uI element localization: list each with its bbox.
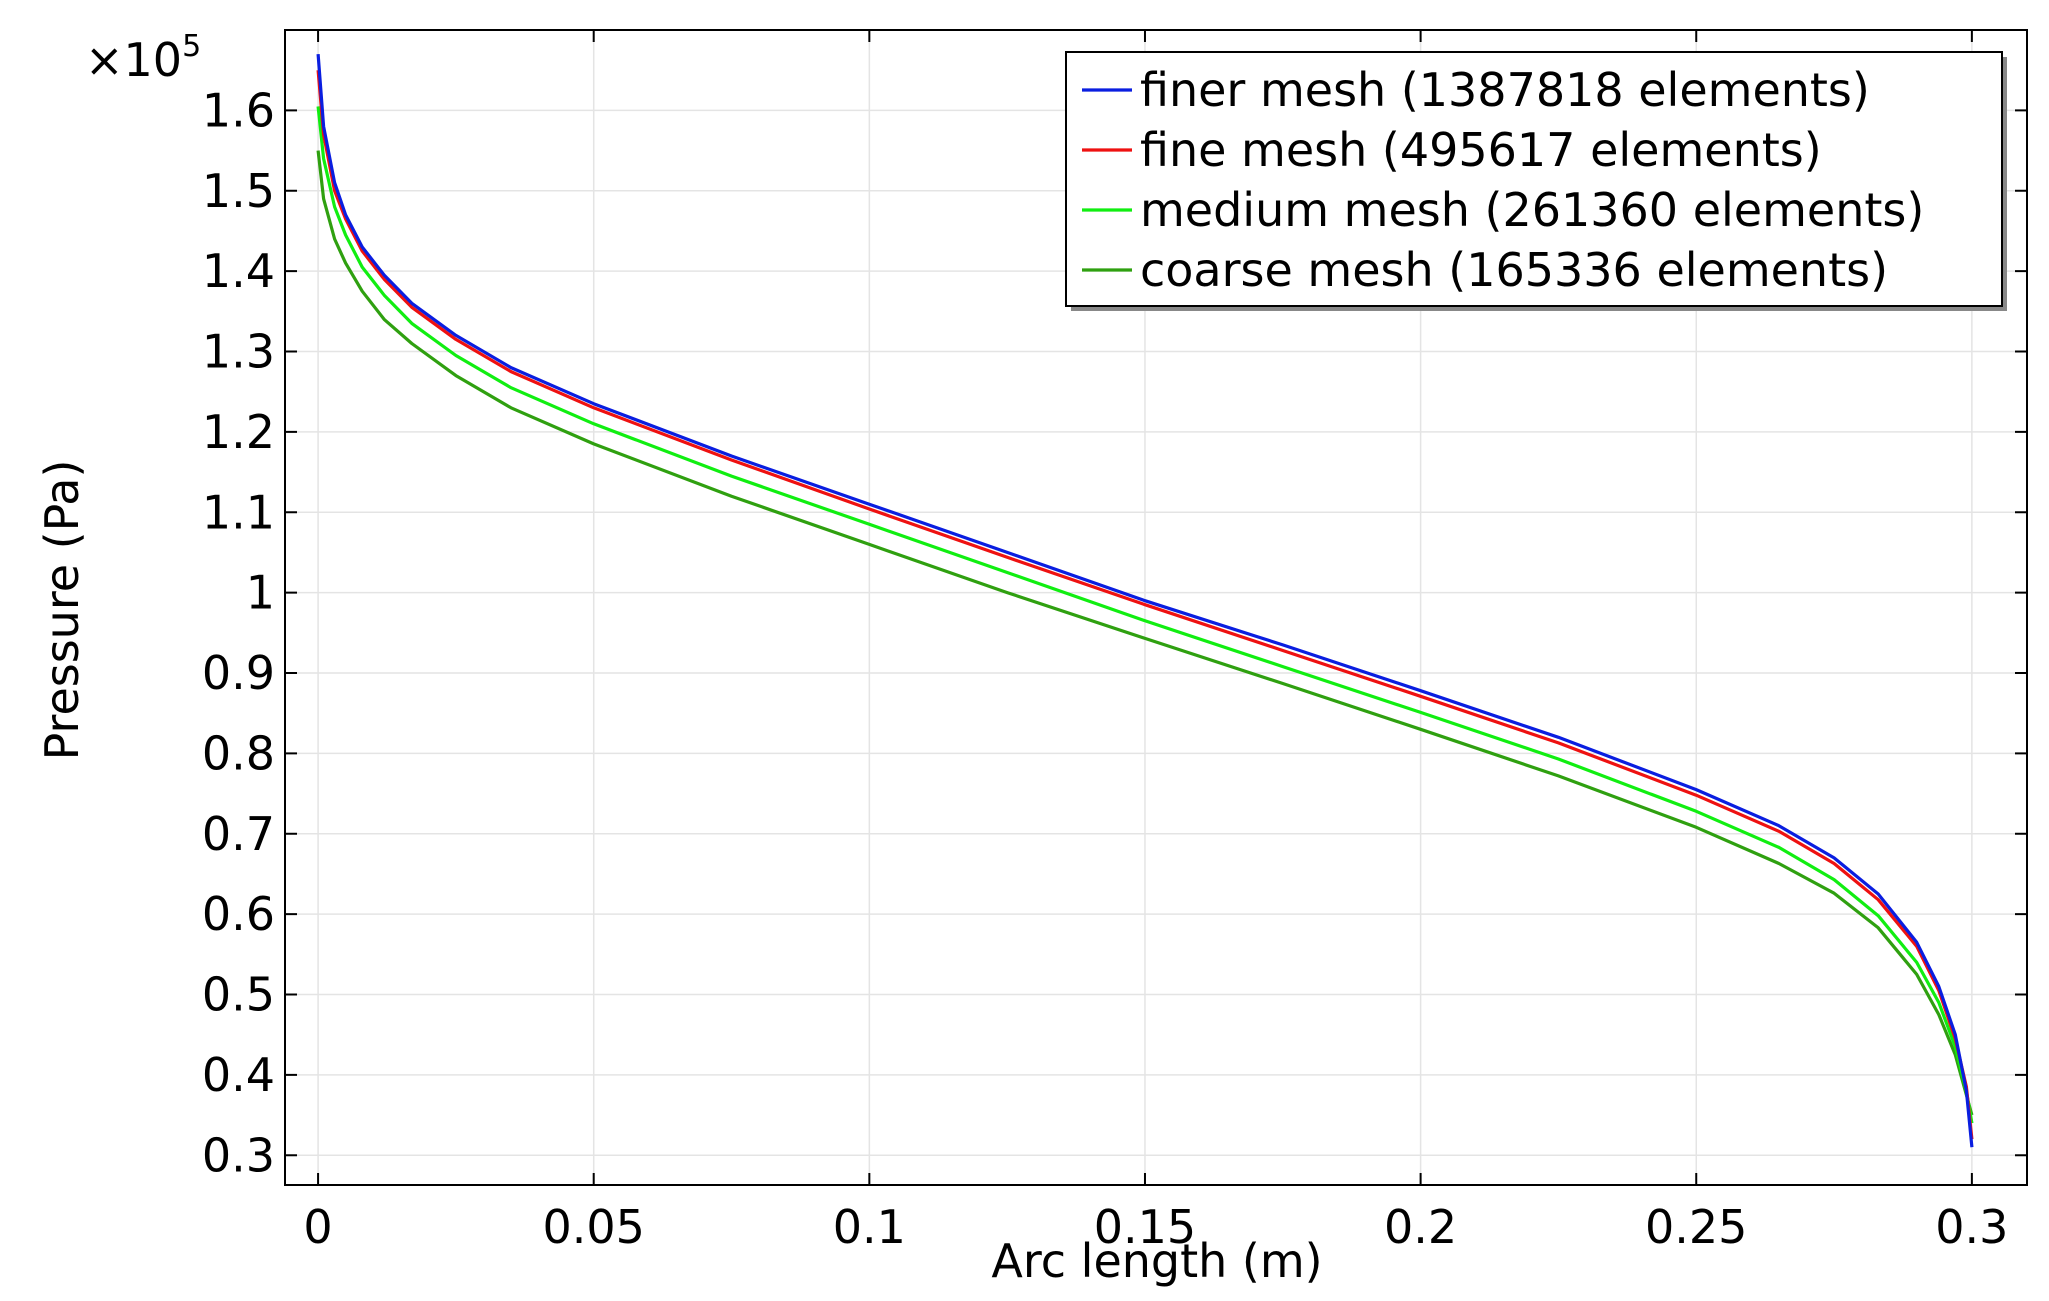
series-line: [316, 106, 1974, 1124]
legend-label: finer mesh (1387818 elements): [1140, 63, 1870, 117]
y-axis-title: Pressure (Pa): [35, 460, 89, 761]
legend-label: fine mesh (495617 elements): [1140, 123, 1822, 177]
series-line: [316, 150, 1974, 1116]
y-axis-multiplier: ×105: [85, 29, 201, 87]
y-tick-label: 1.3: [202, 325, 275, 379]
y-tick-label: 1.2: [202, 405, 275, 459]
legend-label: coarse mesh (165336 elements): [1140, 243, 1888, 297]
x-tick-label: 0.1: [833, 1200, 906, 1254]
y-tick-label: 0.5: [202, 968, 275, 1022]
y-axis-multiplier-base: ×10: [85, 33, 182, 87]
x-axis-title: Arc length (m): [991, 1234, 1322, 1288]
y-tick-label: 0.7: [202, 807, 275, 861]
x-tick-label: 0.3: [1935, 1200, 2008, 1254]
series-layer: [316, 53, 1974, 1148]
legend-label: medium mesh (261360 elements): [1140, 183, 1924, 237]
y-tick-label: 0.9: [202, 646, 275, 700]
series-line: [316, 70, 1974, 1140]
x-tick-label: 0.25: [1645, 1200, 1747, 1254]
x-tick-label: 0.05: [542, 1200, 644, 1254]
y-tick-label: 1.5: [202, 164, 275, 218]
x-tick-label: 0.15: [1094, 1200, 1196, 1254]
y-tick-label: 0.4: [202, 1048, 275, 1102]
y-axis: 0.3 0.4 0.5 0.6 0.7 0.8 0.9 1 1.1 1.2 1.3 1.4 1.5 1.6: [202, 83, 2027, 1182]
series-line: [316, 53, 1974, 1148]
y-tick-label: 1.1: [202, 485, 275, 539]
legend: finer mesh (1387818 elements) fine mesh (…: [1065, 51, 2007, 311]
y-axis-multiplier-exponent: 5: [182, 29, 201, 64]
legend-entries: finer mesh (1387818 elements) fine mesh (…: [1082, 63, 1924, 297]
x-axis: 0 0.05 0.1 0.15 0.2 0.25 0.3: [303, 30, 2008, 1254]
y-tick-label: 1.4: [202, 244, 275, 298]
x-tick-label: 0.2: [1384, 1200, 1457, 1254]
y-tick-label: 1.6: [202, 83, 275, 137]
y-tick-label: 0.3: [202, 1128, 275, 1182]
y-tick-label: 0.8: [202, 726, 275, 780]
x-tick-label: 0: [303, 1200, 332, 1254]
plot-area-frame: [284, 29, 2028, 1186]
y-tick-label: 1: [246, 566, 275, 620]
y-tick-label: 0.6: [202, 887, 275, 941]
legend-box: [1065, 51, 2003, 307]
